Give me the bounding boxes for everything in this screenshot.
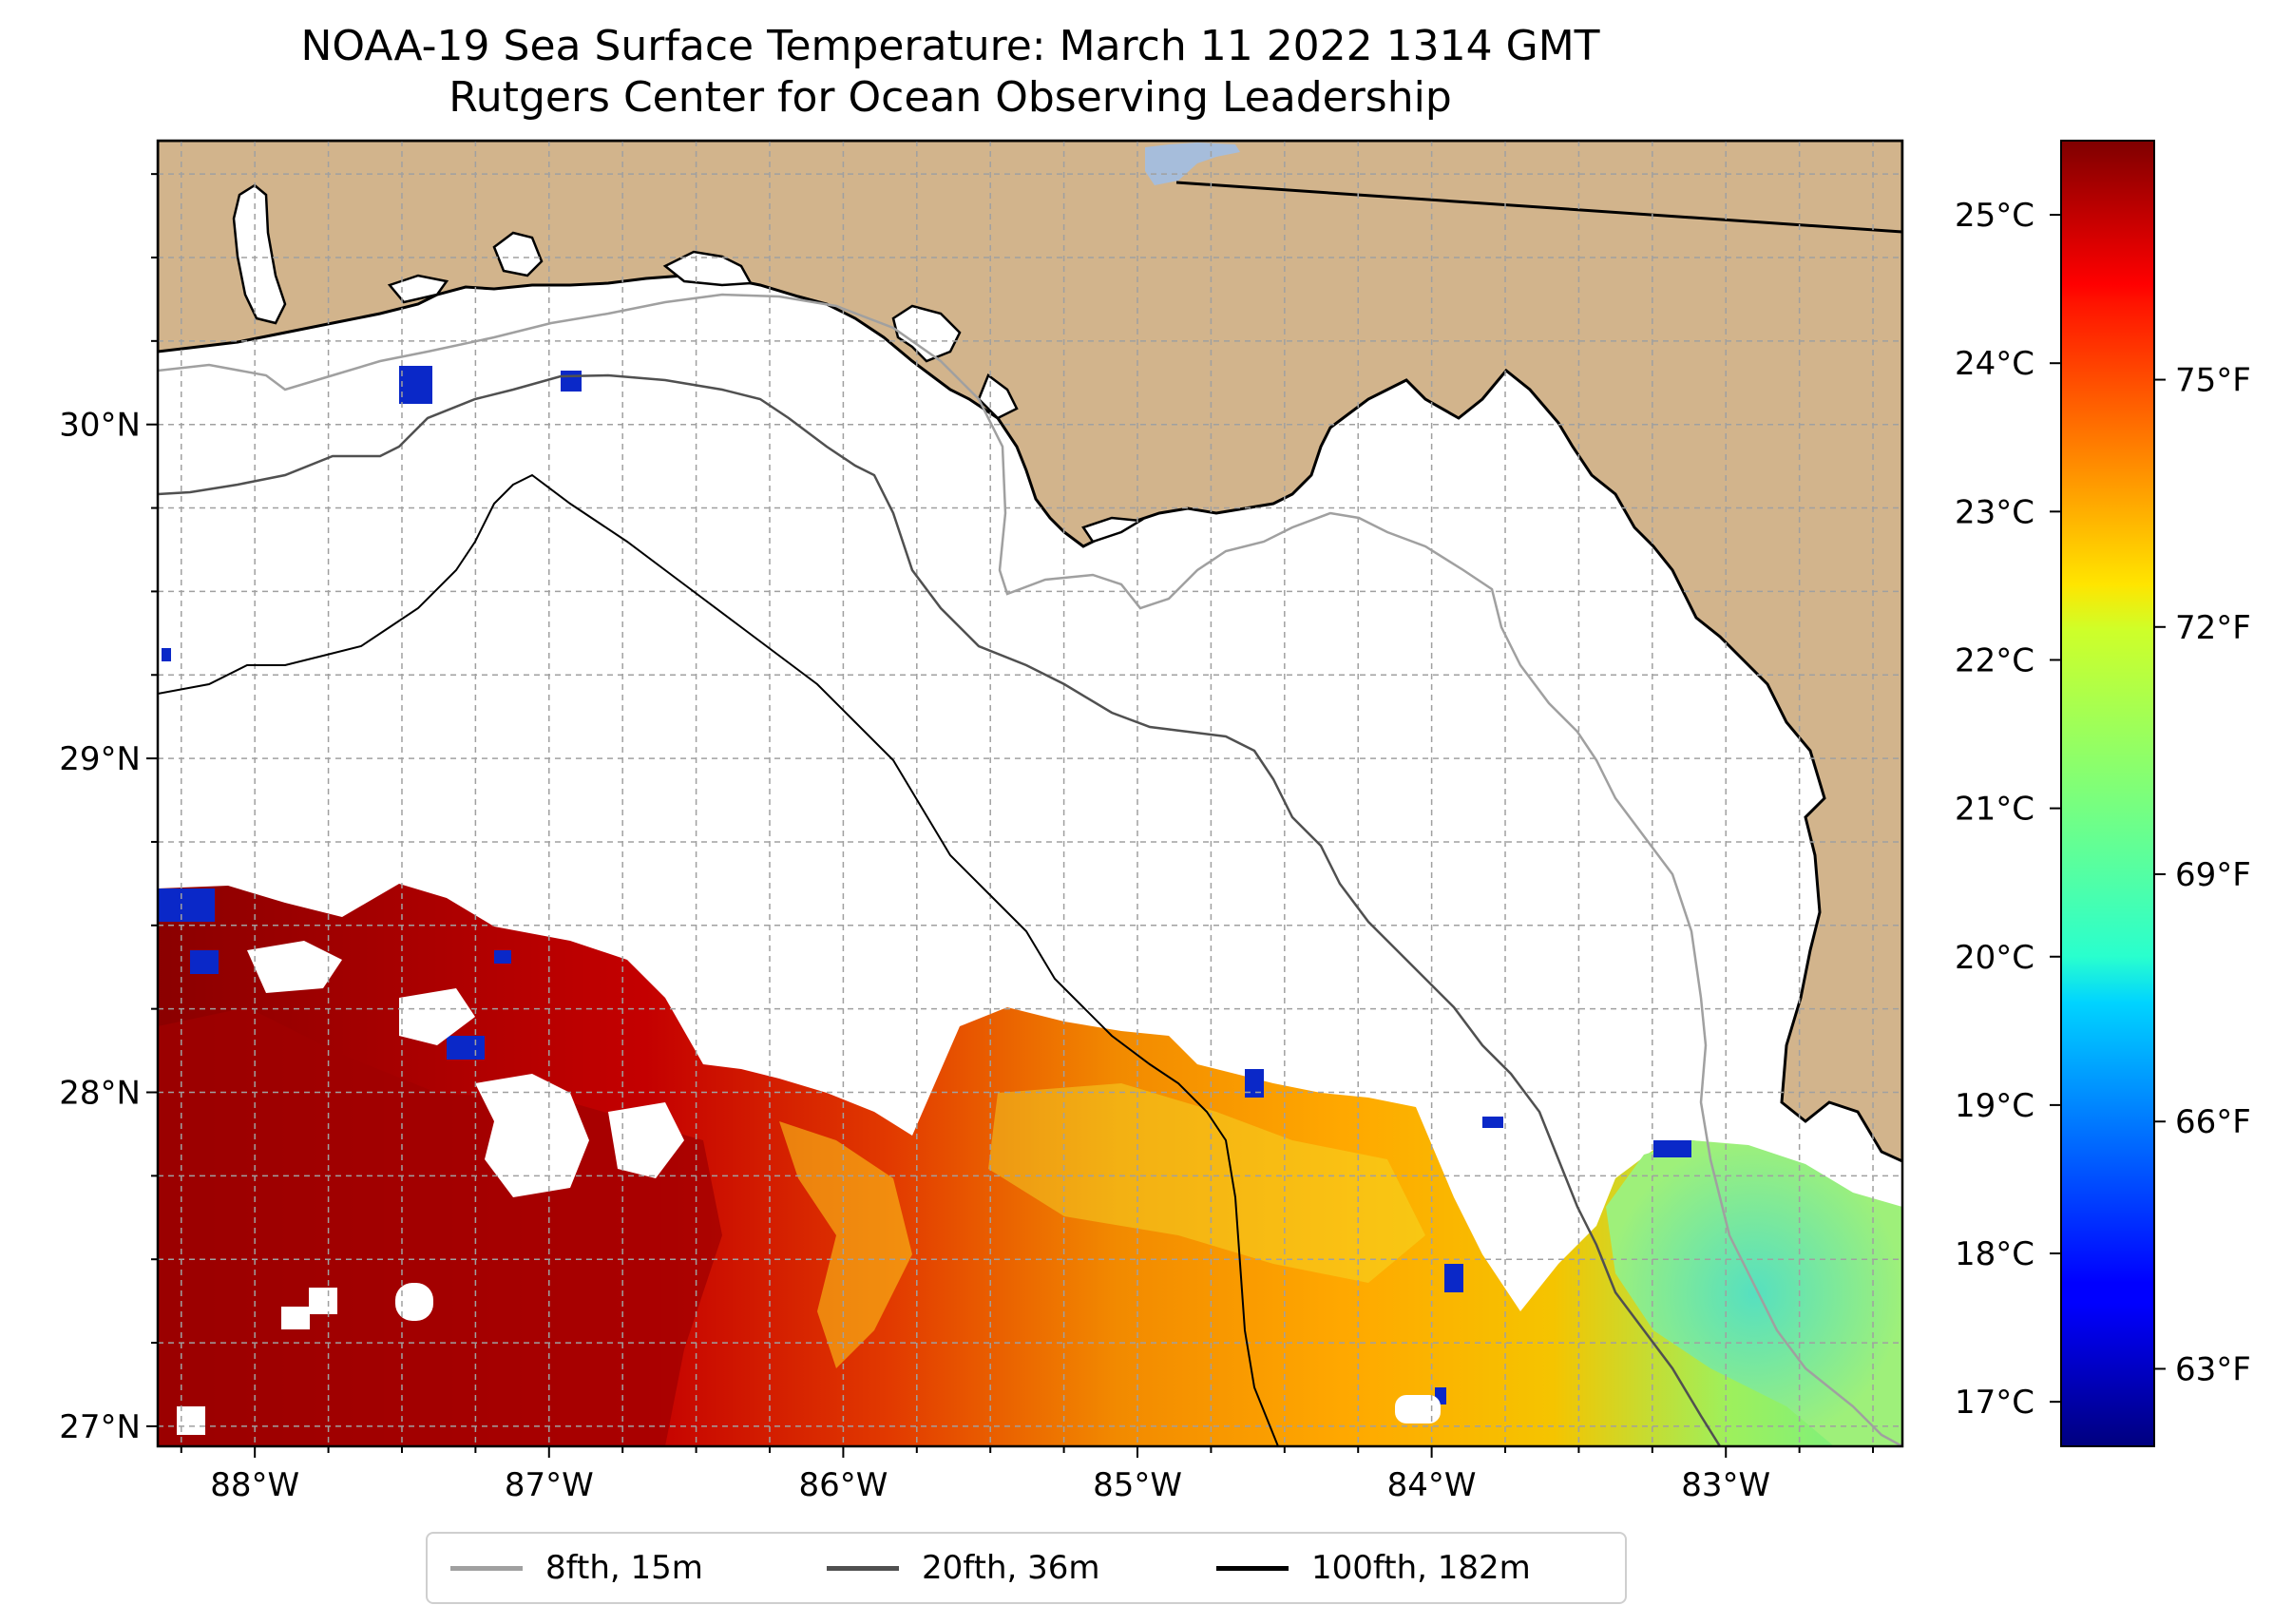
- legend-label-20fth: 20fth, 36m: [922, 1549, 1100, 1587]
- legend-line-8fth: [450, 1565, 523, 1571]
- celsius-label: 20°C: [1955, 939, 2034, 977]
- sst-yellow-mid: [988, 1083, 1425, 1283]
- celsius-label: 22°C: [1955, 641, 2034, 679]
- lon-label: 85°W: [1093, 1466, 1182, 1504]
- lon-label: 84°W: [1387, 1466, 1477, 1504]
- legend-line-100fth: [1216, 1565, 1289, 1571]
- celsius-label: 17°C: [1955, 1384, 2034, 1422]
- bays: [232, 183, 1144, 544]
- gridlines: [158, 141, 1902, 1446]
- fahrenheit-label: 66°F: [2175, 1103, 2251, 1141]
- isobath-100fth: [158, 473, 1279, 1446]
- fahrenheit-label: 63°F: [2175, 1350, 2251, 1388]
- axis-ticks: [146, 173, 1875, 1458]
- latitude-labels: 30°N 29°N 28°N 27°N: [59, 407, 141, 1446]
- fahrenheit-label: 75°F: [2175, 362, 2251, 400]
- sst-yellow-filament: [779, 1121, 912, 1368]
- lon-label: 88°W: [210, 1466, 299, 1504]
- celsius-label: 24°C: [1955, 345, 2034, 383]
- state-boundary: [1175, 181, 1902, 234]
- sst-warm-core: [158, 1007, 722, 1446]
- lon-label: 87°W: [505, 1466, 594, 1504]
- sst-cool-nearshore: [1606, 1140, 1902, 1446]
- sst-cloud-gaps: [177, 931, 1441, 1435]
- legend-entry-20fth: 20fth, 36m: [827, 1534, 1100, 1602]
- isobath-8fth: [158, 293, 1902, 1446]
- fahrenheit-label: 69°F: [2175, 856, 2251, 894]
- celsius-label: 21°C: [1955, 791, 2034, 829]
- isobath-legend: 8fth, 15m 20fth, 36m 100fth, 182m: [426, 1532, 1627, 1604]
- celsius-label: 23°C: [1955, 493, 2034, 531]
- sst-cold-pixels: [158, 188, 1691, 1404]
- celsius-label: 25°C: [1955, 197, 2034, 235]
- legend-entry-100fth: 100fth, 182m: [1216, 1534, 1531, 1602]
- isobath-20fth: [158, 373, 1722, 1446]
- lake: [1145, 143, 1240, 185]
- longitude-labels: 88°W 87°W 86°W 85°W 84°W 83°W: [210, 1466, 1770, 1504]
- map-frame: [156, 139, 1904, 1448]
- legend-entry-8fth: 8fth, 15m: [450, 1534, 703, 1602]
- colorbar-fahrenheit-axis: 75°F 72°F 69°F 66°F 63°F: [2154, 362, 2251, 1388]
- colorbar-celsius-axis: 25°C 24°C 23°C 22°C 21°C 20°C 19°C 18°C 17°C: [1955, 197, 2061, 1422]
- lon-label: 83°W: [1681, 1466, 1770, 1504]
- lat-label: 28°N: [59, 1075, 141, 1113]
- lat-label: 27°N: [59, 1408, 141, 1446]
- map-title: NOAA-19 Sea Surface Temperature: March 1…: [300, 22, 1600, 70]
- lat-label: 29°N: [59, 740, 141, 778]
- legend-line-20fth: [827, 1565, 899, 1571]
- lon-label: 86°W: [798, 1466, 888, 1504]
- map-subtitle: Rutgers Center for Ocean Observing Leade…: [449, 73, 1452, 122]
- fahrenheit-label: 72°F: [2175, 609, 2251, 647]
- celsius-label: 19°C: [1955, 1087, 2034, 1125]
- legend-label-8fth: 8fth, 15m: [545, 1549, 703, 1587]
- celsius-label: 18°C: [1955, 1235, 2034, 1273]
- land-area: [158, 141, 1902, 1163]
- map-area: [158, 141, 1902, 1446]
- legend-label-100fth: 100fth, 182m: [1311, 1549, 1531, 1587]
- lat-label: 30°N: [59, 407, 141, 445]
- colorbar: [2060, 140, 2155, 1447]
